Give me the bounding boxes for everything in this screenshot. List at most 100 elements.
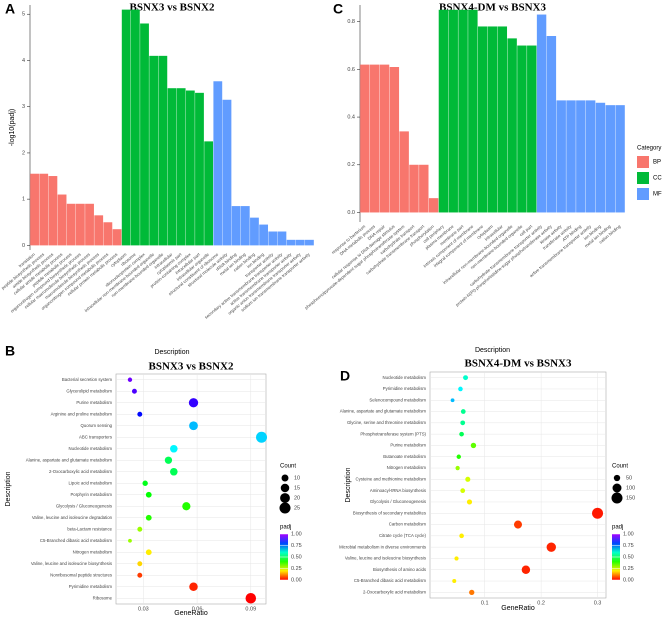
color-legend-title: padj [280,525,291,531]
y-tick-label: Nitrogen metabolism [73,549,113,554]
y-tick-label: Bacterial secretion system [62,377,113,382]
y-axis-label: -log10(padj) [9,109,16,146]
x-tick-label: 0.06 [192,606,203,612]
size-legend-dot [612,483,622,493]
dot [188,398,199,408]
dot [469,589,475,596]
legend-title: Category [637,146,661,152]
bar [409,164,419,213]
y-tick-label: Selenocompound metabolism [369,397,426,402]
size-legend-label: 15 [294,485,300,491]
bar [517,45,527,213]
dot [466,499,473,505]
bar [360,64,370,213]
bar [140,23,149,246]
bar [556,100,566,213]
dot [170,467,178,476]
y-tick-label: 2-Oxocarboxylic acid metabolism [363,589,426,594]
dot [128,538,132,543]
bar [222,99,232,246]
bar [85,203,94,246]
colorbar-label: 0.75 [623,543,634,549]
dot [460,420,466,426]
dot [592,507,604,519]
colorbar-label: 1.00 [291,531,302,537]
y-tick-label: 1 [22,197,25,203]
colorbar-label: 0.25 [623,566,634,572]
color-legend-title: padj [612,525,623,531]
bar [204,141,214,246]
bar [75,203,85,246]
legend-swatch [637,172,649,184]
y-tick-label: C5-Branched dibasic acid metabolism [354,578,427,583]
size-legend-dot [279,502,291,514]
size-legend-label: 100 [626,485,635,491]
y-tick-label: Valine, leucine and isoleucine degradati… [32,515,113,520]
y-tick-label: Cysteine and methionine metabolism [356,476,427,481]
panel-label: C [333,1,343,17]
colorbar-label: 0.75 [291,543,302,549]
bar [428,198,439,213]
bar [167,88,177,246]
bar [585,100,596,213]
y-tick-label: Nucleotide metabolism [383,375,427,380]
bar [615,105,625,213]
size-legend-dot [281,474,289,482]
bar [295,239,305,246]
bar [566,100,576,213]
bar [497,26,508,213]
bar [438,9,449,213]
x-axis-label: Description [154,349,189,356]
y-tick-label: 0.4 [347,115,355,121]
y-tick-label: Citrate cycle (TCA cycle) [379,533,427,538]
chart-title: BSNX3 vs BSNX2 [130,2,215,14]
x-tick-label: 0.1 [481,600,489,606]
y-tick-label: Carbon metabolism [389,522,427,527]
bar [195,92,204,246]
y-tick-label: Glycolysis / Gluconeogenesis [370,499,426,504]
y-tick-label: Valine, leucine and isoleucine biosynthe… [345,556,426,561]
dot [137,526,143,532]
legend-label: MF [653,192,662,198]
dot [145,514,152,521]
bar [277,231,287,246]
bar [121,9,131,246]
dot [454,556,459,561]
dot [456,454,461,459]
bar [399,131,409,213]
y-tick-label: Alanine, aspartate and glutamate metabol… [26,457,113,462]
bar [448,9,458,213]
panel-label: D [340,368,350,384]
bar [477,26,488,213]
y-tick-label: Microbial metabolism in diverse environm… [339,544,426,549]
bar [507,38,517,213]
bar [112,229,122,246]
size-legend-label: 50 [626,475,632,481]
y-tick-label: Porphyrin metabolism [70,492,112,497]
dot [460,409,466,414]
dot [127,377,133,382]
legend-swatch [637,188,649,200]
x-axis-label: Description [475,347,510,354]
bar [94,215,104,246]
y-tick-label: beta-Lactam resistance [67,526,112,531]
bar [458,9,468,213]
y-tick-label: Butanoate metabolism [383,454,426,459]
y-tick-label: 4 [22,58,25,64]
y-tick-label: Glycerolipid metabolism [66,388,112,393]
y-tick-label: Pyrimidine metabolism [383,386,427,391]
y-tick-label: 0.2 [347,162,355,168]
y-tick-label: Glycine, serine and threonine metabolism [347,420,426,425]
legend-swatch [637,156,649,168]
y-tick-label: Biosynthesis of amino acids [373,567,426,572]
bar [250,217,259,246]
plot-frame [115,373,267,605]
dot [470,442,477,449]
dot [131,388,137,394]
bar [419,164,429,213]
size-legend-dot [280,483,290,493]
y-axis-label: Description [345,467,352,502]
size-legend-title: Count [612,464,628,470]
bar [379,64,390,213]
dot [182,502,191,511]
